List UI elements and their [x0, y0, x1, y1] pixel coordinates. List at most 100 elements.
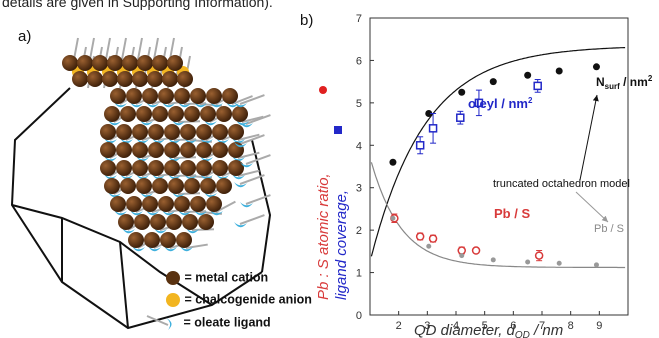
ligand-head — [108, 192, 121, 198]
pbs-point — [457, 246, 466, 255]
arrow-to-pbs-gray — [575, 191, 609, 223]
metal-cation-sphere — [102, 71, 118, 87]
ligand-head — [236, 120, 249, 126]
pbs-red-annotation: Pb / S — [494, 206, 530, 221]
metal-cation-sphere — [200, 106, 216, 122]
y-axis-label-red: Pb : S atomic ratio, — [315, 173, 332, 300]
ligand-head — [140, 120, 153, 126]
ligand-head — [168, 138, 181, 144]
metal-cation-sphere — [118, 214, 134, 230]
ligand-head — [234, 102, 247, 108]
ligand-chain — [237, 151, 260, 159]
metal-cation-sphere — [122, 55, 138, 71]
ligand-chain — [231, 95, 253, 105]
ligand-head — [120, 138, 133, 144]
plot-frame — [369, 17, 629, 316]
metal-cation-sphere — [228, 124, 244, 140]
blue-square-icon — [334, 126, 342, 134]
pbs-model-point — [459, 253, 465, 259]
ligand-chain — [245, 114, 271, 125]
ligand-head — [120, 174, 133, 180]
ligand-head — [178, 210, 191, 216]
metal-cation-sphere — [180, 142, 196, 158]
ligand-chain — [237, 169, 260, 177]
ligand-head — [184, 174, 197, 180]
metal-cation-sphere — [162, 71, 178, 87]
ligand-chain — [241, 115, 264, 123]
nsurf-point — [592, 63, 600, 71]
ligand-head — [226, 102, 239, 108]
oleyl-point — [474, 98, 484, 108]
metal-cation-sphere — [116, 160, 132, 176]
x-tick-label: 7 — [539, 320, 545, 332]
metal-cation-sphere — [180, 124, 196, 140]
metal-cation-sphere — [177, 71, 193, 87]
x-tick-label: 8 — [568, 320, 574, 332]
ligand-head — [162, 210, 175, 216]
ligand-head — [234, 182, 247, 188]
x-tick-label: 6 — [510, 320, 516, 332]
ligand-chain — [239, 174, 265, 185]
model-curves — [370, 47, 626, 269]
metal-cation-sphere — [198, 214, 214, 230]
ligand-head — [172, 120, 185, 126]
metal-cation-sphere — [132, 142, 148, 158]
oleyl-annotation: oleyl / nm2 — [468, 96, 533, 111]
metal-cation-sphere — [222, 88, 238, 104]
metal-cation-sphere — [116, 124, 132, 140]
ligand-head — [168, 156, 181, 162]
ligand-head — [136, 138, 149, 144]
pbs-point — [471, 246, 481, 255]
metal-cation-sphere — [196, 142, 212, 158]
ligand-head — [122, 228, 135, 234]
ligand-head — [148, 246, 161, 252]
panel-a-label: a) — [18, 28, 32, 45]
metal-cation-sphere — [232, 106, 248, 122]
metal-cation-sphere — [87, 71, 103, 87]
metal-cation-sphere — [147, 71, 163, 87]
metal-cation-sphere — [158, 196, 174, 212]
pbs-model-point — [556, 260, 562, 266]
oleyl-point — [428, 124, 438, 133]
ligand-chain — [245, 194, 271, 205]
metal-cation-sphere — [62, 55, 78, 71]
metal-cation-sphere — [228, 160, 244, 176]
oleyl-point — [456, 113, 465, 122]
ligand-head — [104, 174, 117, 180]
ligand-head — [178, 102, 191, 108]
y-tick-label: 5 — [356, 98, 362, 110]
metal-cation-sphere — [180, 160, 196, 176]
nsurf-point — [425, 109, 433, 117]
oleyl-point — [533, 81, 542, 91]
pbs-model-point — [426, 243, 432, 249]
metal-cation-sphere — [116, 142, 132, 158]
ligand-head — [130, 102, 143, 108]
metal-cation-sphere — [168, 106, 184, 122]
y-axis-label-blue: ligand coverage, — [333, 190, 350, 300]
metal-cation-sphere — [100, 160, 116, 176]
metal-cation-sphere — [104, 178, 120, 194]
pbs-model-curve — [370, 162, 626, 269]
ligand-head — [234, 222, 247, 228]
ligand-head — [180, 246, 193, 252]
ligand-head — [140, 192, 153, 198]
metal-cation-sphere — [216, 178, 232, 194]
ligand-head — [152, 138, 165, 144]
ligand-chain — [173, 156, 197, 159]
metal-cation-sphere — [72, 71, 88, 87]
y-tick-label: 3 — [356, 183, 362, 195]
metal-cation-icon — [166, 271, 180, 285]
ligand-chain — [191, 228, 215, 231]
ligand-head — [232, 138, 245, 144]
ligand-head — [172, 192, 185, 198]
atom-spheres — [62, 55, 253, 252]
metal-cation-sphere — [110, 196, 126, 212]
metal-cation-sphere — [206, 88, 222, 104]
ligand-head — [216, 138, 229, 144]
ligand-chain — [215, 200, 236, 213]
metal-cation-sphere — [120, 178, 136, 194]
metal-cation-sphere — [126, 88, 142, 104]
metal-cation-sphere — [150, 214, 166, 230]
nsurf-point — [555, 67, 563, 75]
ligand-head — [194, 102, 207, 108]
